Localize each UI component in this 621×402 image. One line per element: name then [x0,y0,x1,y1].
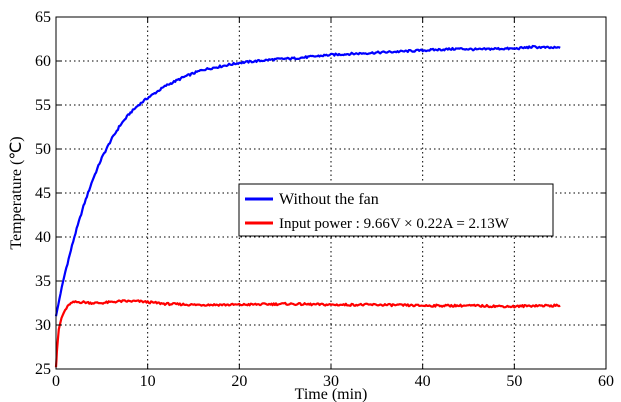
y-tick-label: 35 [35,273,51,290]
x-tick-label: 0 [52,373,60,390]
legend-label-without-fan: Without the fan [279,191,379,208]
series-line-1 [56,300,560,367]
y-tick-label: 65 [35,9,51,26]
x-tick-label: 20 [231,373,247,390]
x-axis-label: Time (min) [295,386,368,402]
x-tick-label: 10 [140,373,156,390]
series-line-0 [56,46,560,316]
y-tick-label: 45 [35,185,51,202]
legend-label-input-power: Input power : 9.66V × 0.22A = 2.13W [279,216,510,232]
y-tick-label: 60 [35,53,51,70]
x-tick-label: 50 [506,373,522,390]
y-tick-label: 25 [35,361,51,378]
y-tick-label: 55 [35,97,51,114]
y-axis-label: Temperature (℃) [8,136,25,249]
y-tick-label: 40 [35,229,51,246]
legend: Without the fan Input power : 9.66V × 0.… [239,184,553,236]
x-tick-label: 60 [598,373,614,390]
y-tick-label: 30 [35,317,51,334]
x-tick-label: 40 [415,373,431,390]
y-tick-label: 50 [35,141,51,158]
